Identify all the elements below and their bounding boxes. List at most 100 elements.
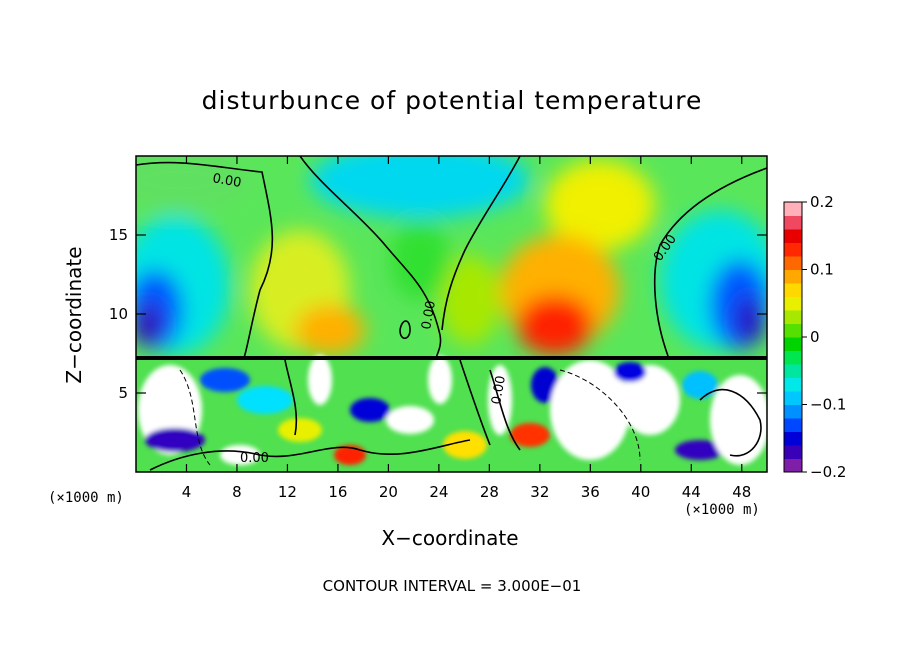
field-blob [736,296,764,344]
contour-line [459,359,491,446]
lower-field-blobs [138,355,767,465]
x-tick-label: 8 [232,483,242,501]
field-blob [550,360,630,460]
contour-line [399,320,411,340]
field-blob [136,303,162,347]
colorbar: 0.2 0.1 0 −0.1 −0.2 [783,193,846,481]
colorbar-tick-label: 0 [810,328,820,346]
x-tick-label: 24 [429,483,448,501]
field-blob [710,375,767,465]
field-blob [531,367,559,403]
heatmap-field [136,156,767,472]
field-blob [295,305,365,355]
x-tick-label: 28 [480,483,499,501]
colorbar-swatch [784,296,802,311]
colorbar-swatch [784,445,802,459]
inversion-band [136,356,767,360]
field-blob [200,368,250,392]
colorbar-swatch [784,350,802,365]
field-blob [517,295,593,355]
contour-line [559,369,641,461]
field-blob [545,160,655,250]
field-blob [386,406,434,434]
colorbar-swatch [784,323,802,338]
contour-interval-note: CONTOUR INTERVAL = 3.000E−01 [322,577,582,595]
colorbar-tick-label: 0.2 [810,193,834,211]
x-tick-label: 44 [682,483,701,501]
contour-line [136,161,274,359]
contour-label: 0.00 [489,375,509,406]
y-axis-label: Z−coordinate [62,246,86,384]
colorbar-tick-label: 0.1 [810,261,834,279]
contour-lines-dashed [179,369,641,466]
colorbar-swatch [784,202,802,216]
y-tick-label: 5 [118,384,128,402]
colorbar-swatch [784,458,802,473]
field-blob [675,440,725,460]
y-tick-label: 15 [109,226,128,244]
field-blob [443,431,487,459]
contour-labels: 0.00 0.00 0.00 0.00 0.00 [211,171,680,466]
y-tick-label: 10 [109,305,128,323]
contour-line [299,156,442,359]
field-blob [310,156,530,218]
contour-line [179,369,211,466]
colorbar-swatch [784,215,802,230]
contour-line [699,388,762,457]
colorbar-tick-label: −0.1 [810,396,846,414]
colorbar-swatch [784,404,802,419]
colorbar-swatch [784,364,802,378]
field-blob [308,355,332,405]
x-tick-label: 12 [278,483,297,501]
x-tick-label: 16 [328,483,347,501]
colorbar-swatch [784,269,802,284]
field-blob [510,423,550,447]
upper-field-blobs [136,156,767,355]
field-blob [278,418,322,442]
contour-line [284,359,298,436]
field-blob [220,445,260,465]
field-blob [440,255,500,345]
field-blob [390,220,450,300]
field-blob [428,356,452,404]
contour-lines [136,156,767,471]
field-blob [237,386,293,414]
contour-line [653,167,767,357]
field-blob [350,398,390,422]
colorbar-swatch [784,310,802,324]
contour-label: 0.00 [240,451,269,466]
x-tick-label: 36 [581,483,600,501]
y-axis: 5 10 15 [109,226,767,402]
contour-line [441,156,521,331]
contour-line [149,439,471,471]
colorbar-swatch [784,377,802,392]
colorbar-swatch [784,283,802,297]
colorbar-swatch [784,337,802,351]
chart-title: disturbunce of potential temperature [201,86,703,115]
contour-line [489,369,521,451]
colorbar-swatch [784,391,802,405]
x-unit-left: (×1000 m) [48,490,124,506]
field-blob [682,371,718,399]
colorbar-swatch [784,242,802,257]
colorbar-swatch [784,256,802,270]
field-blob [145,428,205,452]
colorbar-tick-label: −0.2 [810,463,846,481]
field-blob [614,362,646,382]
colorbar-swatch [784,431,802,446]
contour-label: 0.00 [211,171,242,191]
x-axis: 4 8 12 16 20 24 28 32 36 40 44 48 [182,156,751,501]
x-tick-label: 4 [182,483,192,501]
x-unit-right: (×1000 m) [684,502,760,518]
x-tick-label: 20 [379,483,398,501]
x-axis-label: X−coordinate [381,526,519,550]
x-tick-label: 48 [732,483,751,501]
contour-label: 0.00 [419,300,439,331]
field-blob [620,365,680,435]
x-tick-label: 32 [530,483,549,501]
field-blob [136,156,250,210]
x-tick-label: 40 [631,483,650,501]
colorbar-swatch [784,229,802,243]
colorbar-swatch [784,418,802,432]
